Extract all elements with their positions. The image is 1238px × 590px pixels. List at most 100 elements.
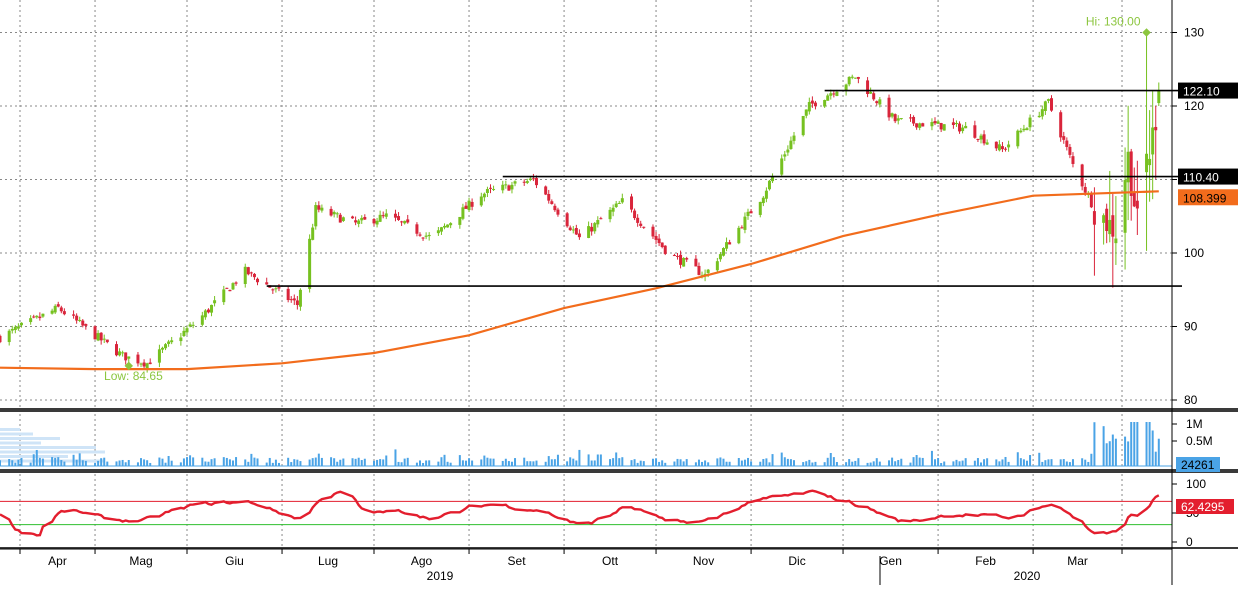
candle-body [718,254,722,260]
candle-body [547,193,551,201]
volume-bar [118,460,121,466]
candle-body [783,154,787,157]
candle-body [899,118,903,120]
candle-body [636,217,640,223]
volume-bar [658,461,661,466]
volume-bar [308,459,311,466]
candle-body [887,97,891,118]
candle-body [234,282,238,284]
candle-body [587,226,591,238]
candle-body [13,326,17,330]
candle-body [185,328,189,333]
x-year-label: 2020 [1014,569,1041,583]
moving-average-line [0,190,1159,371]
x-month-label: Lug [318,554,338,568]
volume-bar [973,460,976,466]
volume-bar [845,462,848,466]
candle-body [314,205,318,227]
volume-bar [127,460,130,466]
candle-body [75,315,79,321]
candle-body [354,220,358,223]
candle-body [38,316,42,319]
volume-bar [934,459,937,466]
candle-body [424,235,428,237]
volume-bar [909,462,912,466]
candle-body [835,91,839,96]
candle-body [571,229,575,231]
volume-bar [360,460,363,466]
volume-bar [244,459,247,466]
volume-bar [765,458,768,466]
candle-body [427,234,431,237]
candle-body [96,333,100,341]
candle-body [114,344,118,356]
candle-body [896,118,900,121]
volume-bar [964,458,967,466]
volume-bar [271,462,274,466]
volume-bar [866,462,869,466]
volume-bar [54,457,57,466]
hi-marker [1142,28,1151,37]
volume-bar [14,462,17,466]
volume-bar [529,461,532,466]
volume-bar [894,461,897,466]
candle-body [222,289,226,303]
volume-bar [192,457,195,466]
moving-average-tag: 108.399 [1183,191,1227,205]
volume-bar [854,460,857,466]
candle-body [439,227,443,232]
candle-body [663,245,667,254]
volume-bar [179,462,182,466]
volume-bar [8,459,11,466]
candle-body [767,180,771,190]
candle-body [528,178,532,180]
volume-bar [464,460,467,466]
volume-bar [955,459,958,466]
volume-bar [759,461,762,466]
volume-profile-bar [0,432,33,436]
candle-body [142,362,146,367]
volume-bar [921,457,924,466]
candle-body [856,76,860,79]
volume-bar [826,457,829,466]
volume-bar [100,458,103,466]
candle-body [256,278,260,283]
volume-bar [146,460,149,466]
volume-bar [333,458,336,466]
candle-body [467,200,471,211]
candle-body [660,242,664,248]
volume-bar [501,460,504,466]
volume-bar [422,462,425,466]
volume-bar [578,449,581,466]
volume-bar [72,454,75,466]
volume-bar [149,462,152,466]
volume-bar [81,460,84,466]
volume-bar [682,461,685,466]
volume-bar [995,459,998,466]
volume-bar [75,459,78,466]
candle-body [550,201,554,205]
candle-body [630,196,634,210]
candle-body [0,335,2,343]
volume-bar [615,452,618,466]
candle-body [657,238,661,244]
volume-bar [78,453,81,466]
volume-bar [507,461,510,466]
candle-body [406,219,410,223]
x-month-label: Mar [1067,554,1088,568]
volume-bar [639,460,642,466]
volume-bar [182,458,185,466]
candle-body [1019,130,1023,133]
candle-body [890,113,894,117]
candle-body [685,258,689,260]
candle-body [761,197,765,204]
volume-bar [492,458,495,466]
moving-average-tag-bg [1178,189,1238,206]
volume-bar [1084,459,1087,466]
volume-bar [1124,436,1127,466]
candle-body [1025,128,1029,131]
x-month-label: Giu [225,554,244,568]
volume-bar [1133,422,1136,466]
candle-body [271,289,275,291]
